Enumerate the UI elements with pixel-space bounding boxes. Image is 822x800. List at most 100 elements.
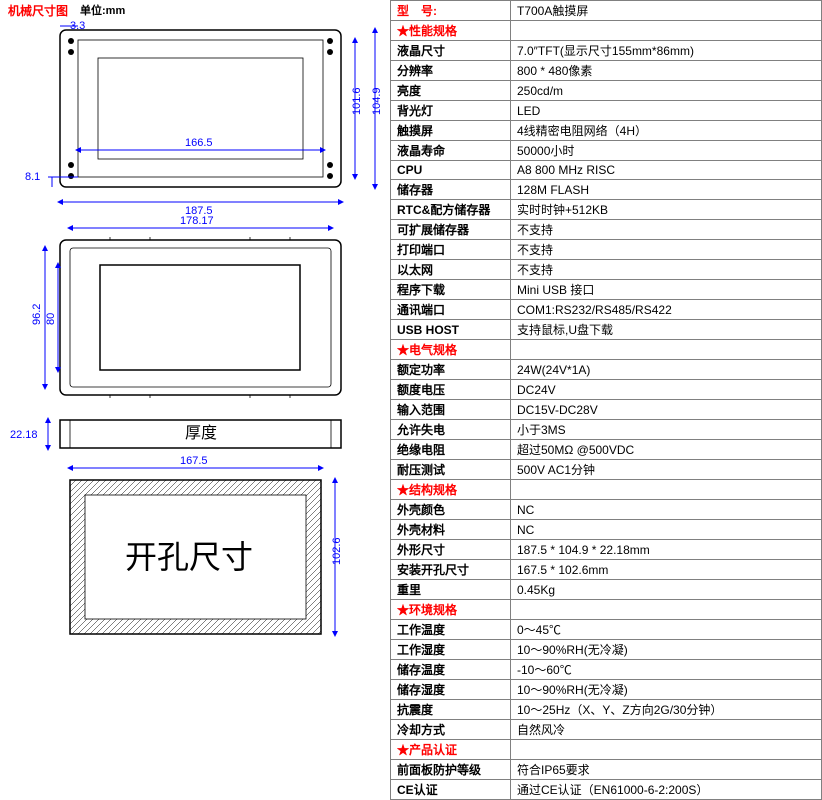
spec-row-value: 250cd/m — [511, 81, 822, 101]
spec-row: 通讯端口COM1:RS232/RS485/RS422 — [391, 300, 822, 320]
spec-header-empty — [511, 21, 822, 41]
spec-row-label: 安装开孔尺寸 — [391, 560, 511, 580]
spec-row-value: Mini USB 接口 — [511, 280, 822, 300]
spec-row: 亮度250cd/m — [391, 81, 822, 101]
spec-row: 储存器128M FLASH — [391, 180, 822, 200]
spec-row-value: 187.5 * 104.9 * 22.18mm — [511, 540, 822, 560]
spec-row-value: 10～90%RH(无冷凝) — [511, 640, 822, 660]
spec-row-value: 通过CE认证（EN61000-6-2:200S） — [511, 780, 822, 800]
spec-row-label: 工作湿度 — [391, 640, 511, 660]
spec-row-value: 不支持 — [511, 240, 822, 260]
spec-row-label: 重里 — [391, 580, 511, 600]
spec-section-header: ★环境规格 — [391, 600, 511, 620]
spec-row: 前面板防护等级符合IP65要求 — [391, 760, 822, 780]
spec-row-label: 抗震度 — [391, 700, 511, 720]
svg-text:104.9: 104.9 — [371, 87, 383, 115]
spec-row: 液晶寿命50000小时 — [391, 141, 822, 161]
spec-row-value: DC24V — [511, 380, 822, 400]
spec-header-empty — [511, 480, 822, 500]
spec-row-value: 10～25Hz（X、Y、Z方向2G/30分钟） — [511, 700, 822, 720]
spec-row-value: 50000小时 — [511, 141, 822, 161]
spec-row: CPUA8 800 MHz RISC — [391, 161, 822, 180]
spec-row: 储存湿度10～90%RH(无冷凝) — [391, 680, 822, 700]
spec-row: 额定功率24W(24V*1A) — [391, 360, 822, 380]
spec-row-value: 24W(24V*1A) — [511, 360, 822, 380]
spec-row-value: 7.0″TFT(显示尺寸155mm*86mm) — [511, 41, 822, 61]
spec-row: RTC&配方储存器实时时钟+512KB — [391, 200, 822, 220]
spec-row-value: DC15V-DC28V — [511, 400, 822, 420]
spec-row-label: 储存温度 — [391, 660, 511, 680]
spec-row-label: 输入范围 — [391, 400, 511, 420]
spec-row-value: 167.5 * 102.6mm — [511, 560, 822, 580]
spec-row: 外壳颜色NC — [391, 500, 822, 520]
svg-text:102.6: 102.6 — [331, 537, 343, 565]
spec-row: 工作温度0～45℃ — [391, 620, 822, 640]
spec-row: USB HOST支持鼠标,U盘下载 — [391, 320, 822, 340]
spec-row: 抗震度10～25Hz（X、Y、Z方向2G/30分钟） — [391, 700, 822, 720]
spec-panel: 型 号:T700A触摸屏★性能规格液晶尺寸7.0″TFT(显示尺寸155mm*8… — [390, 0, 822, 726]
spec-row-label: 液晶尺寸 — [391, 41, 511, 61]
spec-row-label: 耐压测试 — [391, 460, 511, 480]
spec-row-value: NC — [511, 520, 822, 540]
spec-row: 以太网不支持 — [391, 260, 822, 280]
spec-row: 冷却方式自然风冷 — [391, 720, 822, 740]
spec-row-label: 外形尺寸 — [391, 540, 511, 560]
spec-row-value: 支持鼠标,U盘下载 — [511, 320, 822, 340]
spec-row: 重里0.45Kg — [391, 580, 822, 600]
spec-row-label: 前面板防护等级 — [391, 760, 511, 780]
spec-row: 工作湿度10～90%RH(无冷凝) — [391, 640, 822, 660]
spec-header-empty — [511, 340, 822, 360]
svg-text:178.17: 178.17 — [180, 215, 214, 227]
spec-row-label: 以太网 — [391, 260, 511, 280]
spec-row-label: 冷却方式 — [391, 720, 511, 740]
spec-row-value: 4线精密电阻网络（4H） — [511, 121, 822, 141]
spec-row-label: USB HOST — [391, 320, 511, 340]
spec-model-value: T700A触摸屏 — [511, 1, 822, 21]
svg-text:开孔尺寸: 开孔尺寸 — [125, 539, 253, 575]
spec-row: 触摸屏4线精密电阻网络（4H） — [391, 121, 822, 141]
spec-row-value: COM1:RS232/RS485/RS422 — [511, 300, 822, 320]
spec-row-label: 储存器 — [391, 180, 511, 200]
mechanical-svg: 3.3 101.6 104.9 166.5 8.1 187 — [0, 20, 390, 726]
spec-row-label: CPU — [391, 161, 511, 180]
spec-row: 外形尺寸187.5 * 104.9 * 22.18mm — [391, 540, 822, 560]
spec-row-label: 通讯端口 — [391, 300, 511, 320]
spec-row: 外壳材料NC — [391, 520, 822, 540]
diagram-area: 3.3 101.6 104.9 166.5 8.1 187 — [0, 20, 390, 726]
spec-row: 液晶尺寸7.0″TFT(显示尺寸155mm*86mm) — [391, 41, 822, 61]
spec-row: CE认证通过CE认证（EN61000-6-2:200S） — [391, 780, 822, 800]
spec-row-label: 打印端口 — [391, 240, 511, 260]
spec-row-label: 额定功率 — [391, 360, 511, 380]
svg-text:167.5: 167.5 — [180, 455, 208, 467]
spec-row: 打印端口不支持 — [391, 240, 822, 260]
spec-section-header: ★产品认证 — [391, 740, 511, 760]
spec-row-value: 128M FLASH — [511, 180, 822, 200]
spec-row: 安装开孔尺寸167.5 * 102.6mm — [391, 560, 822, 580]
spec-row-value: LED — [511, 101, 822, 121]
svg-text:80: 80 — [45, 313, 57, 325]
spec-row: 输入范围DC15V-DC28V — [391, 400, 822, 420]
spec-header-empty — [511, 600, 822, 620]
spec-row: 允许失电小于3MS — [391, 420, 822, 440]
spec-row-value: 不支持 — [511, 260, 822, 280]
mechanical-drawing-panel: 机械尺寸图 单位:mm — [0, 0, 390, 726]
spec-section-header: ★结构规格 — [391, 480, 511, 500]
spec-row: 绝缘电阻超过50MΩ @500VDC — [391, 440, 822, 460]
spec-row-label: 亮度 — [391, 81, 511, 101]
spec-row-label: 背光灯 — [391, 101, 511, 121]
spec-row: 分辨率800 * 480像素 — [391, 61, 822, 81]
spec-row: 可扩展储存器不支持 — [391, 220, 822, 240]
spec-row-value: 小于3MS — [511, 420, 822, 440]
spec-row-value: NC — [511, 500, 822, 520]
spec-row-label: 分辨率 — [391, 61, 511, 81]
spec-row: 程序下载Mini USB 接口 — [391, 280, 822, 300]
spec-row: 背光灯LED — [391, 101, 822, 121]
spec-row-label: 绝缘电阻 — [391, 440, 511, 460]
spec-row-value: 不支持 — [511, 220, 822, 240]
spec-row-value: -10～60℃ — [511, 660, 822, 680]
spec-model-label: 型 号: — [391, 1, 511, 21]
spec-row-label: RTC&配方储存器 — [391, 200, 511, 220]
svg-text:101.6: 101.6 — [351, 87, 363, 115]
spec-row-label: CE认证 — [391, 780, 511, 800]
spec-row-value: 超过50MΩ @500VDC — [511, 440, 822, 460]
